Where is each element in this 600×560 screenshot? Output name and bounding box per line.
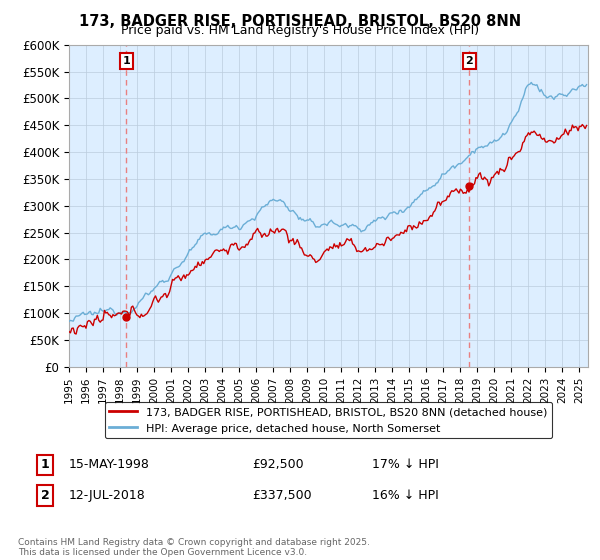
Text: 12-JUL-2018: 12-JUL-2018 xyxy=(69,489,146,502)
Legend: 173, BADGER RISE, PORTISHEAD, BRISTOL, BS20 8NN (detached house), HPI: Average p: 173, BADGER RISE, PORTISHEAD, BRISTOL, B… xyxy=(105,402,552,438)
Text: 2: 2 xyxy=(41,489,49,502)
Text: 1: 1 xyxy=(41,458,49,472)
Text: £337,500: £337,500 xyxy=(252,489,311,502)
Text: £92,500: £92,500 xyxy=(252,458,304,472)
Text: 15-MAY-1998: 15-MAY-1998 xyxy=(69,458,150,472)
Text: 173, BADGER RISE, PORTISHEAD, BRISTOL, BS20 8NN: 173, BADGER RISE, PORTISHEAD, BRISTOL, B… xyxy=(79,14,521,29)
Text: Contains HM Land Registry data © Crown copyright and database right 2025.
This d: Contains HM Land Registry data © Crown c… xyxy=(18,538,370,557)
Text: 2: 2 xyxy=(466,56,473,66)
Text: Price paid vs. HM Land Registry's House Price Index (HPI): Price paid vs. HM Land Registry's House … xyxy=(121,24,479,37)
Text: 17% ↓ HPI: 17% ↓ HPI xyxy=(372,458,439,472)
Text: 16% ↓ HPI: 16% ↓ HPI xyxy=(372,489,439,502)
Text: 1: 1 xyxy=(122,56,130,66)
